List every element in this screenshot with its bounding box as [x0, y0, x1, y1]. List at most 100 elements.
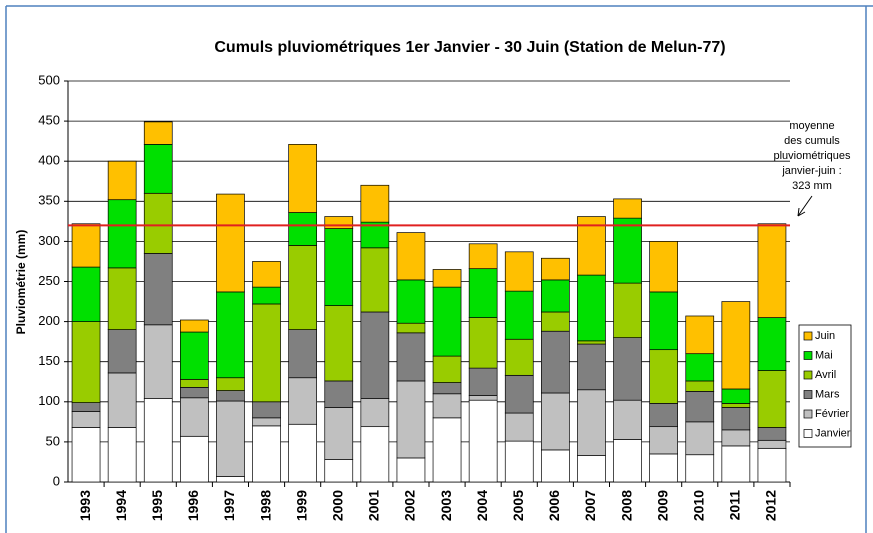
- bar-segment: [216, 377, 245, 391]
- bar-segment: [180, 435, 209, 483]
- bar-segment: [396, 457, 426, 483]
- x-tick-label: 2008: [618, 490, 634, 521]
- bar-segment: [685, 380, 715, 392]
- bar-segment: [288, 377, 317, 425]
- bar-segment: [324, 407, 354, 460]
- y-tick-label: 50: [46, 433, 60, 448]
- y-tick-label: 500: [38, 72, 60, 87]
- bar-segment: [288, 245, 317, 330]
- bar-segment: [396, 232, 426, 281]
- bar-segment: [649, 349, 679, 404]
- annotation-arrow: [797, 195, 813, 217]
- bar-segment: [757, 370, 787, 428]
- bar-segment: [143, 253, 173, 326]
- annotation-text: des cumuls: [784, 135, 840, 147]
- bar-segment: [540, 392, 570, 451]
- bar-segment: [288, 423, 317, 483]
- bar-segment: [685, 454, 715, 483]
- bar-segment: [216, 400, 245, 477]
- legend-swatch: [803, 331, 813, 341]
- x-tick-label: 1996: [185, 490, 201, 521]
- bar-segment: [649, 453, 679, 483]
- bar-segment: [71, 321, 101, 403]
- bar-segment: [432, 286, 462, 357]
- bar-segment: [360, 398, 390, 428]
- bar-segment: [107, 199, 137, 269]
- x-tick-label: 2010: [690, 490, 706, 521]
- bar-segment: [649, 426, 679, 455]
- y-tick-label: 450: [38, 113, 60, 128]
- x-tick-label: 2003: [438, 490, 454, 521]
- bar-segment: [432, 417, 462, 483]
- legend-swatch: [803, 370, 813, 380]
- bar-segment: [504, 412, 534, 442]
- legend-label: Mai: [815, 349, 833, 361]
- bar-segment: [613, 337, 642, 401]
- y-tick-label: 0: [53, 473, 60, 488]
- bar-segment: [685, 391, 715, 423]
- bar-segment: [540, 257, 570, 281]
- bar-segment: [180, 387, 209, 399]
- bar-segment: [504, 440, 534, 483]
- bar-segment: [71, 402, 101, 412]
- bar-segment: [468, 268, 498, 318]
- x-tick-label: 1995: [149, 490, 165, 521]
- bar-segment: [432, 355, 462, 383]
- bar-segment: [577, 389, 606, 456]
- bar-segment: [721, 301, 751, 390]
- bar-segment: [613, 217, 642, 284]
- y-tick-label: 150: [38, 353, 60, 368]
- bar-segment: [540, 330, 570, 394]
- x-tick-label: 2011: [727, 490, 743, 521]
- bar-segment: [324, 305, 354, 382]
- bar-segment: [107, 329, 137, 374]
- bar-segment: [721, 388, 751, 404]
- y-tick-label: 250: [38, 273, 60, 288]
- bar-segment: [540, 311, 570, 332]
- bar-segment: [71, 266, 101, 322]
- bar-segment: [180, 319, 209, 333]
- bar-segment: [216, 390, 245, 402]
- bar-segment: [324, 228, 354, 306]
- legend-label: Février: [815, 408, 850, 420]
- bar-segment: [360, 311, 390, 399]
- bar-segment: [216, 476, 245, 483]
- bar-segment: [252, 417, 281, 427]
- bar-segment: [540, 279, 570, 313]
- bar-segment: [504, 251, 534, 292]
- bar-segment: [143, 121, 173, 145]
- x-tick-label: 1998: [257, 490, 273, 521]
- legend-box: [798, 324, 852, 448]
- bar-segment: [396, 279, 426, 324]
- x-tick-label: 2001: [366, 490, 382, 521]
- bar-segment: [613, 399, 642, 440]
- bar-segment: [577, 343, 606, 391]
- legend-swatch: [803, 351, 813, 360]
- y-tick-label: 300: [38, 233, 60, 248]
- bar-segment: [324, 216, 354, 229]
- bar-segment: [71, 223, 101, 268]
- bar-segment: [721, 407, 751, 431]
- x-tick-label: 2002: [402, 490, 418, 521]
- bar-segment: [180, 331, 209, 380]
- bar-segment: [757, 439, 787, 449]
- bar-segment: [577, 340, 606, 345]
- bar-segment: [613, 282, 642, 338]
- legend-swatch: [803, 390, 813, 399]
- bar-segment: [324, 459, 354, 483]
- bar-segment: [468, 243, 498, 270]
- bar-segment: [288, 329, 317, 379]
- bar-segment: [396, 380, 426, 459]
- bar-segment: [396, 332, 426, 382]
- bar-segment: [360, 426, 390, 483]
- bar-segment: [432, 269, 462, 288]
- bar-segment: [757, 447, 787, 483]
- y-tick-label: 400: [38, 153, 60, 168]
- bar-segment: [685, 315, 715, 355]
- x-tick-label: 2009: [654, 490, 670, 521]
- legend-label: Avril: [815, 369, 836, 381]
- bar-segment: [143, 144, 173, 194]
- bar-segment: [649, 241, 679, 293]
- legend-label: Mars: [815, 388, 840, 400]
